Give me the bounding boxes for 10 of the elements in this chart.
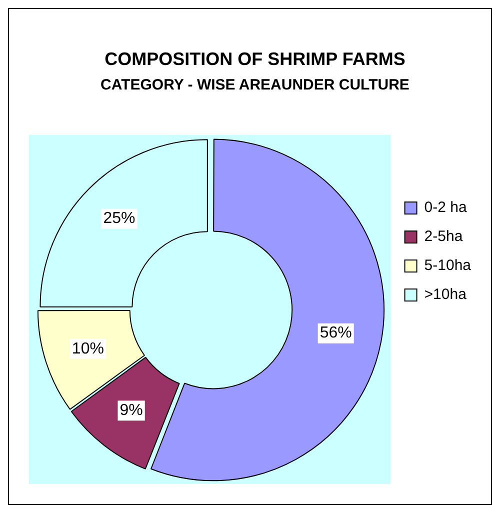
- legend-label: 5-10ha: [424, 257, 472, 274]
- legend-label: >10ha: [424, 286, 468, 304]
- legend-label: 2-5ha: [424, 228, 464, 246]
- data-label: 25%: [103, 210, 136, 228]
- chart-title: COMPOSITION OF SHRIMP FARMS: [104, 48, 406, 69]
- data-label: 9%: [120, 402, 143, 420]
- chart-subtitle: CATEGORY - WISE AREAUNDER CULTURE: [100, 76, 410, 94]
- data-label: 10%: [72, 340, 104, 358]
- legend-label: 0-2 ha: [424, 199, 468, 216]
- data-label: 56%: [320, 324, 352, 342]
